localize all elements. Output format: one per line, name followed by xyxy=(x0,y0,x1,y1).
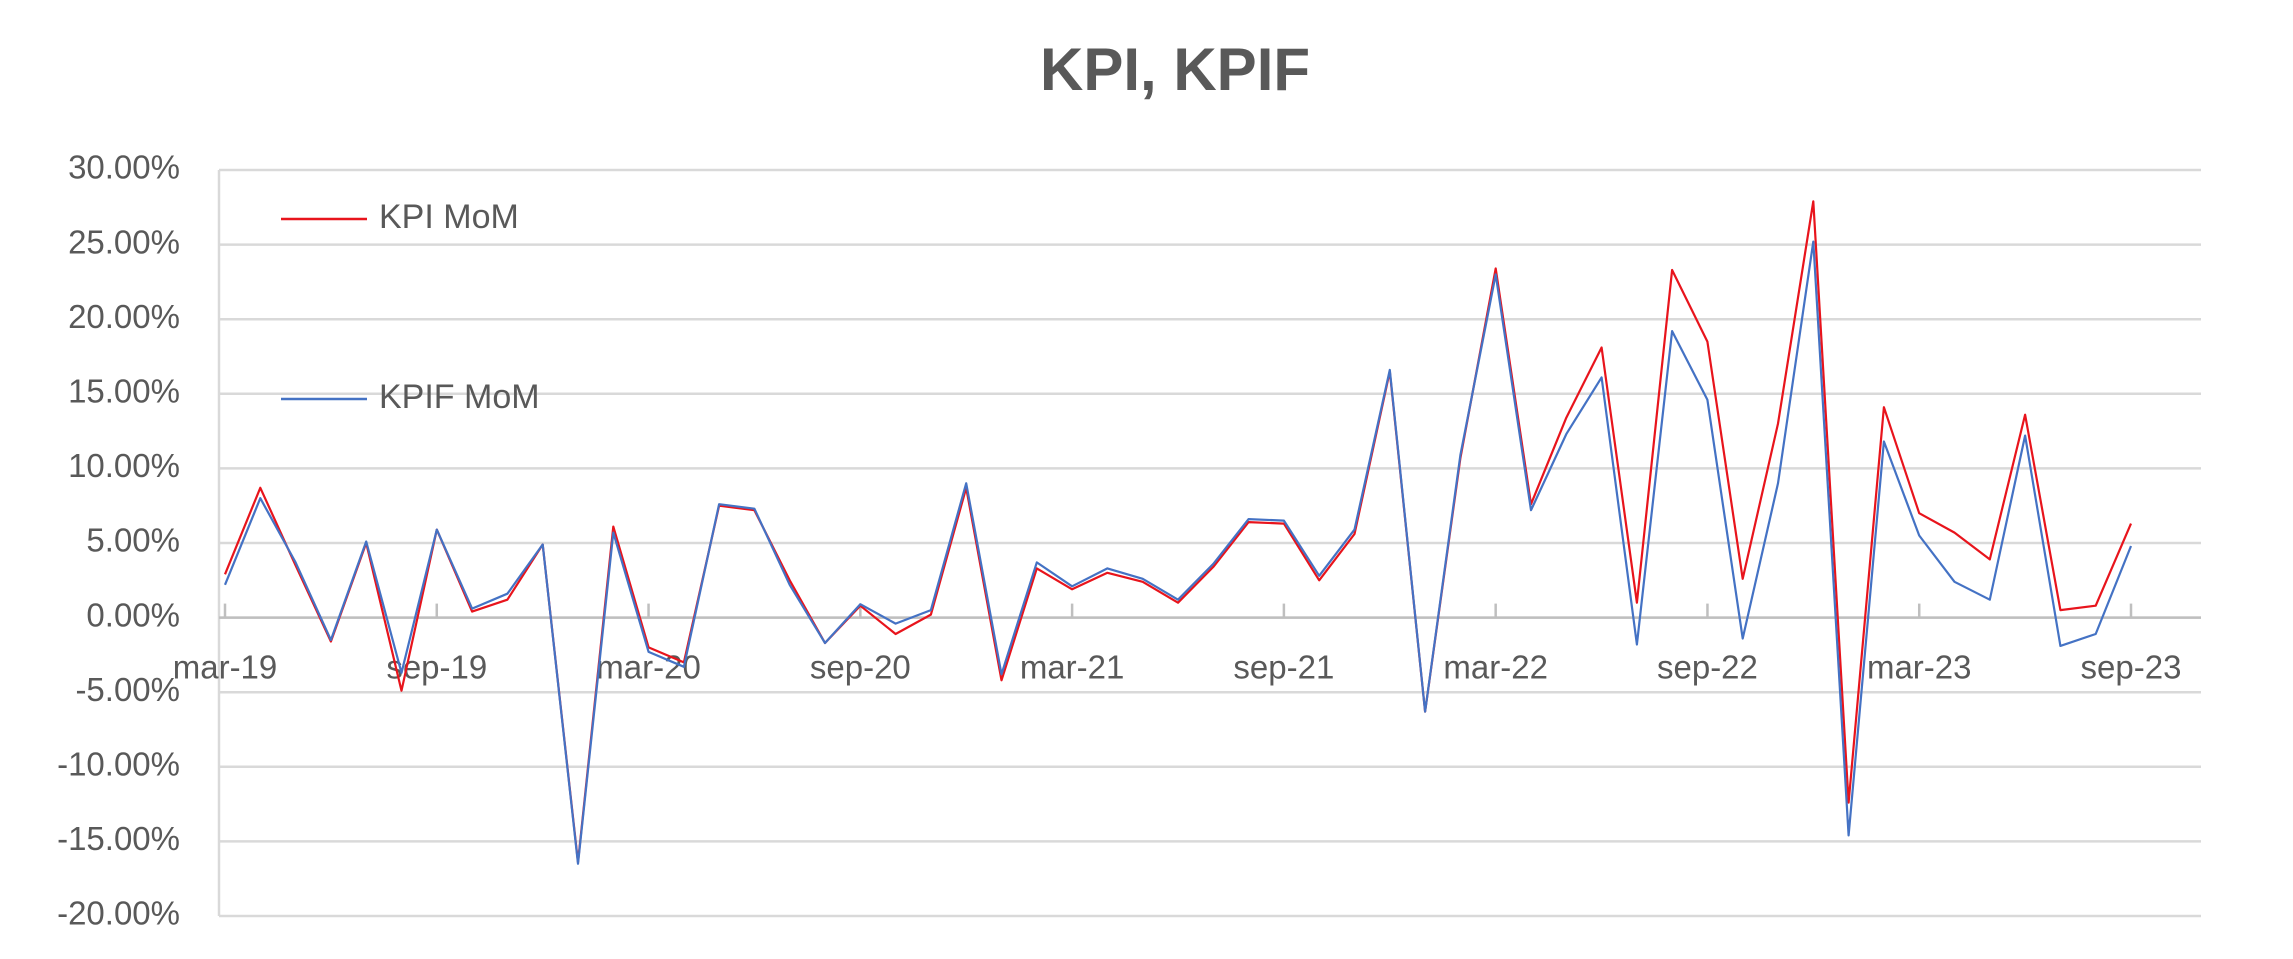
y-tick-label: -20.00% xyxy=(57,895,180,932)
x-tick-label: sep-21 xyxy=(1233,648,1334,685)
x-tick-label: sep-20 xyxy=(810,648,911,685)
y-tick-label: 20.00% xyxy=(68,298,180,335)
x-tick-label: sep-22 xyxy=(1657,648,1758,685)
x-tick-label: sep-23 xyxy=(2081,648,2182,685)
y-tick-label: -10.00% xyxy=(57,746,180,783)
x-tick-label: mar-21 xyxy=(1020,648,1125,685)
y-tick-label: 30.00% xyxy=(68,149,180,186)
y-tick-label: -5.00% xyxy=(75,671,180,708)
y-tick-label: 5.00% xyxy=(86,522,180,559)
y-tick-label: 15.00% xyxy=(68,373,180,410)
x-tick-label: mar-19 xyxy=(173,648,278,685)
x-tick-label: sep-19 xyxy=(386,648,487,685)
x-tick-label: mar-22 xyxy=(1443,648,1548,685)
y-tick-label: 25.00% xyxy=(68,223,180,260)
legend-label: KPI MoM xyxy=(379,198,519,236)
y-tick-label: 10.00% xyxy=(68,447,180,484)
series-line xyxy=(223,240,2133,865)
y-tick-label: 0.00% xyxy=(86,596,180,633)
y-tick-label: -15.00% xyxy=(57,820,180,857)
chart-title: KPI, KPIF xyxy=(1040,36,1310,103)
x-tick-label: mar-23 xyxy=(1867,648,1972,685)
legend-label: KPIF MoM xyxy=(379,378,540,416)
